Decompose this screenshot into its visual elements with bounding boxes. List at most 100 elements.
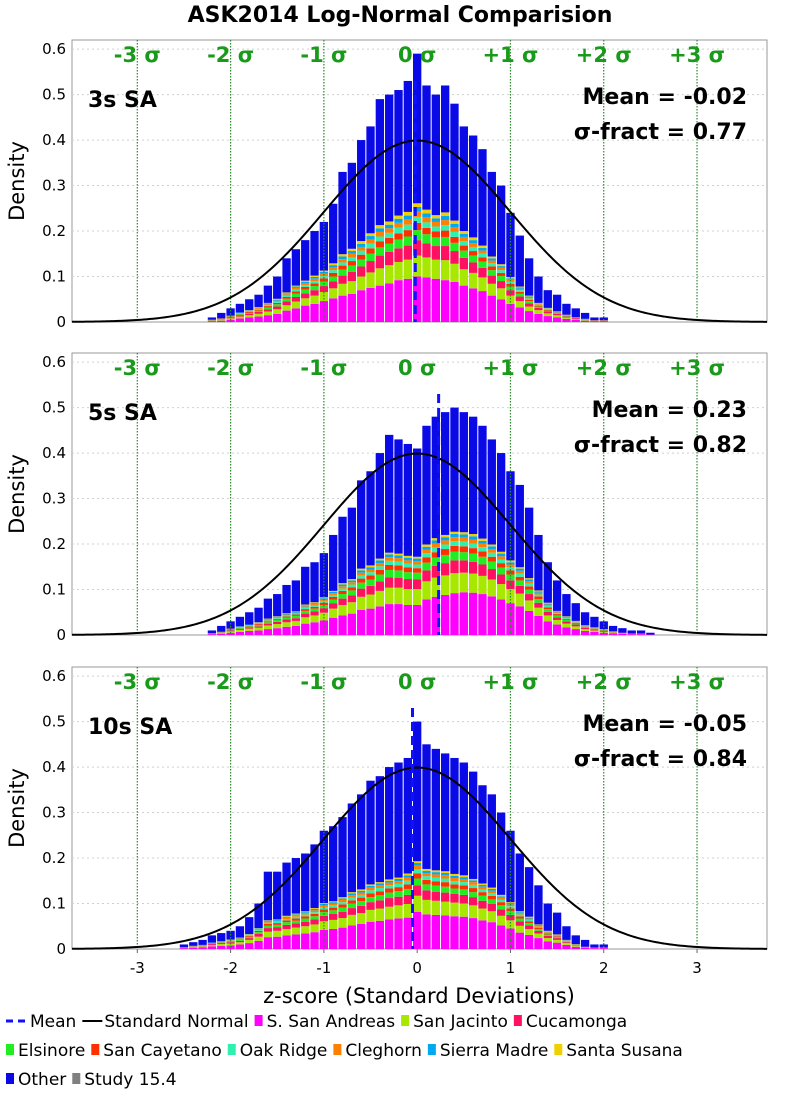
bar-santa-susana — [496, 551, 506, 554]
bar-sierra-madre — [468, 880, 478, 883]
bar-sierra-madre — [319, 271, 329, 274]
bar-sierra-madre — [301, 281, 310, 284]
bar-san-cayetano — [366, 893, 375, 898]
bar-other — [524, 258, 534, 296]
bar-santa-susana — [487, 887, 496, 889]
bar-santa-susana — [487, 256, 496, 259]
bar-cleghorn — [487, 890, 496, 894]
bar-santa-susana — [478, 883, 487, 885]
bar-san-cayetano — [478, 257, 487, 262]
bar-oak-ridge — [301, 914, 310, 917]
bar-elsinore — [515, 293, 524, 297]
bar-santa-susana — [403, 555, 413, 558]
bar-oak-ridge — [440, 544, 450, 550]
bar-other — [375, 453, 385, 559]
bar-sierra-madre — [263, 303, 273, 305]
bar-oak-ridge — [403, 563, 413, 568]
bar-san-jacinto — [245, 315, 254, 318]
bar-cucamonga — [543, 935, 552, 939]
bar-cleghorn — [394, 558, 403, 562]
bar-cucamonga — [347, 908, 357, 915]
bar-other — [468, 416, 478, 535]
bar-cleghorn — [254, 307, 263, 309]
bar-cleghorn — [347, 253, 357, 258]
bar-sierra-madre — [422, 213, 431, 218]
bar-cleghorn — [329, 267, 338, 271]
legend-item-oak-ridge: Oak Ridge — [227, 1041, 327, 1061]
bar-sierra-madre — [403, 215, 413, 220]
bar-san-cayetano — [403, 567, 413, 573]
bar-cucamonga — [235, 940, 245, 943]
bar-santa-susana — [459, 875, 468, 878]
bar-san-jacinto — [431, 259, 440, 279]
bar-other — [552, 580, 562, 611]
bar-cleghorn — [450, 227, 459, 232]
bar-san-jacinto — [375, 908, 385, 921]
bar-sierra-madre — [291, 286, 301, 288]
bar-s-san-andreas — [590, 321, 599, 322]
bar-santa-susana — [431, 870, 440, 873]
bar-san-jacinto — [506, 295, 515, 304]
bar-oak-ridge — [282, 295, 291, 297]
bar-cucamonga — [329, 603, 338, 609]
bar-cucamonga — [245, 313, 254, 316]
bar-sierra-madre — [338, 584, 347, 587]
bar-sierra-madre — [366, 885, 375, 888]
bar-s-san-andreas — [338, 295, 347, 322]
bar-oak-ridge — [524, 298, 534, 300]
bar-san-cayetano — [468, 548, 478, 554]
bar-cucamonga — [366, 261, 375, 273]
bar-cucamonga — [562, 621, 571, 624]
bar-oak-ridge — [543, 932, 552, 934]
bar-oak-ridge — [366, 572, 375, 576]
bar-s-san-andreas — [496, 925, 506, 949]
y-tick-label: 0.5 — [42, 713, 66, 731]
bar-sierra-madre — [403, 557, 413, 561]
bar-other — [310, 231, 319, 276]
bar-other — [347, 803, 357, 893]
bar-s-san-andreas — [468, 918, 478, 949]
bar-other — [478, 149, 487, 246]
sigma-label: -2 σ — [207, 670, 254, 694]
bar-cucamonga — [422, 570, 431, 582]
bar-elsinore — [282, 617, 291, 620]
bar-sierra-madre — [263, 920, 273, 922]
bar-s-san-andreas — [562, 944, 571, 949]
y-tick-label: 0 — [56, 626, 66, 644]
bar-cucamonga — [329, 281, 338, 289]
bar-cucamonga — [235, 629, 245, 630]
y-tick-label: 0 — [56, 313, 66, 331]
bar-elsinore — [291, 920, 301, 924]
bar-elsinore — [524, 301, 534, 304]
legend-item-elsinore: Elsinore — [6, 1041, 85, 1061]
bar-elsinore — [347, 265, 357, 272]
bar-san-cayetano — [338, 265, 347, 270]
bar-s-san-andreas — [375, 920, 385, 949]
bar-san-cayetano — [552, 614, 562, 616]
bar-san-jacinto — [422, 899, 431, 915]
bar-oak-ridge — [468, 246, 478, 252]
bar-s-san-andreas — [431, 596, 440, 635]
bar-s-san-andreas — [515, 606, 524, 635]
bar-cleghorn — [496, 556, 506, 560]
bar-other — [217, 625, 226, 632]
bar-santa-susana — [338, 897, 347, 899]
bar-oak-ridge — [515, 573, 524, 577]
bar-cleghorn — [394, 881, 403, 884]
bar-santa-susana — [413, 203, 422, 207]
bar-san-jacinto — [543, 615, 552, 622]
bar-elsinore — [515, 580, 524, 586]
bar-cleghorn — [543, 931, 552, 933]
bar-san-jacinto — [235, 942, 245, 945]
bar-other — [478, 785, 487, 884]
bar-san-cayetano — [562, 619, 571, 620]
bar-s-san-andreas — [394, 604, 403, 635]
bar-oak-ridge — [543, 605, 552, 608]
bar-santa-susana — [403, 873, 413, 876]
bar-elsinore — [301, 918, 310, 922]
bar-san-jacinto — [394, 587, 403, 605]
bar-san-cayetano — [245, 311, 254, 313]
bar-san-jacinto — [543, 938, 552, 942]
bar-elsinore — [385, 892, 394, 899]
bar-oak-ridge — [459, 541, 468, 547]
